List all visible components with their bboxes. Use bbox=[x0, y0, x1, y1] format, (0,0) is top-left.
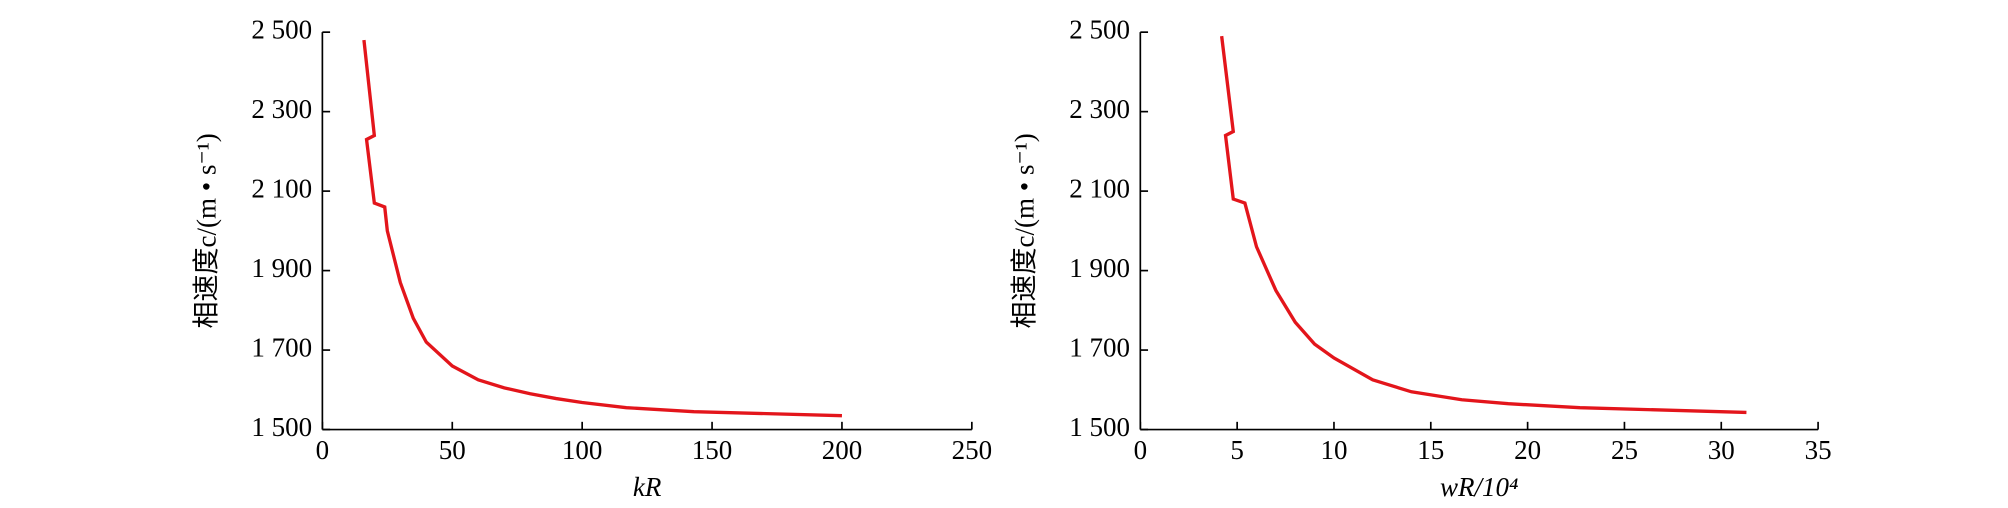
x-tick-label: 10 bbox=[1320, 435, 1347, 465]
x-tick-label: 200 bbox=[822, 435, 863, 465]
data-line bbox=[1219, 35, 1747, 415]
y-tick-label: 1 700 bbox=[1069, 332, 1130, 362]
x-axis-label: wR/10⁴ bbox=[1440, 472, 1518, 502]
y-tick-label: 2 300 bbox=[251, 94, 312, 124]
y-tick-label: 2 300 bbox=[1069, 94, 1130, 124]
x-tick-label: 25 bbox=[1611, 435, 1638, 465]
y-tick-label: 2 500 bbox=[1069, 14, 1130, 44]
y-tick-label: 1 500 bbox=[251, 412, 312, 442]
y-tick-label: 2 100 bbox=[251, 173, 312, 203]
x-tick-label: 100 bbox=[562, 435, 603, 465]
x-tick-label: 150 bbox=[692, 435, 733, 465]
y-tick-label: 1 900 bbox=[251, 253, 312, 283]
x-tick-label: 250 bbox=[952, 435, 993, 465]
x-tick-label: 50 bbox=[439, 435, 466, 465]
x-tick-label: 30 bbox=[1708, 435, 1735, 465]
x-tick-label: 15 bbox=[1417, 435, 1444, 465]
x-tick-label: 35 bbox=[1805, 435, 1832, 465]
x-tick-label: 20 bbox=[1514, 435, 1541, 465]
x-tick-label: 0 bbox=[1134, 435, 1148, 465]
y-tick-label: 1 700 bbox=[251, 332, 312, 362]
y-axis-label: 相速度c/(m • s⁻¹) bbox=[191, 133, 221, 328]
y-tick-label: 1 500 bbox=[1069, 412, 1130, 442]
y-axis-label: 相速度c/(m • s⁻¹) bbox=[1009, 133, 1039, 328]
data-line bbox=[362, 39, 842, 418]
y-tick-label: 1 900 bbox=[1069, 253, 1130, 283]
x-axis-label: kR bbox=[633, 472, 662, 502]
y-tick-label: 2 100 bbox=[1069, 173, 1130, 203]
y-tick-label: 2 500 bbox=[251, 14, 312, 44]
x-tick-label: 0 bbox=[316, 435, 330, 465]
x-tick-label: 5 bbox=[1230, 435, 1244, 465]
